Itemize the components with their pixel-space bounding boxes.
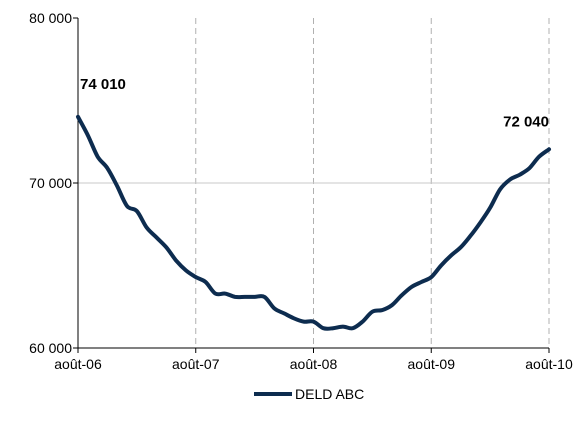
series-layer <box>76 114 551 331</box>
x-axis-ticks: août-06 août-07 août-08 août-09 août-10 <box>54 348 573 372</box>
x-tick-label: août-07 <box>172 356 220 372</box>
x-tick-label: août-10 <box>525 356 573 372</box>
y-axis-ticks: 60 000 70 000 80 000 <box>29 10 78 356</box>
data-labels: 74 010 72 040 <box>80 76 549 131</box>
x-tick-label: août-08 <box>290 356 338 372</box>
y-tick-label: 70 000 <box>29 175 72 191</box>
data-label: 74 010 <box>80 76 126 93</box>
x-tick-label: août-09 <box>408 356 456 372</box>
data-label: 72 040 <box>503 113 549 130</box>
y-tick-label: 80 000 <box>29 10 72 26</box>
legend: DELD ABC <box>254 386 364 402</box>
series-line-deld-abc <box>76 114 551 331</box>
legend-label: DELD ABC <box>295 386 364 402</box>
x-tick-label: août-06 <box>54 356 102 372</box>
y-tick-label: 60 000 <box>29 340 72 356</box>
